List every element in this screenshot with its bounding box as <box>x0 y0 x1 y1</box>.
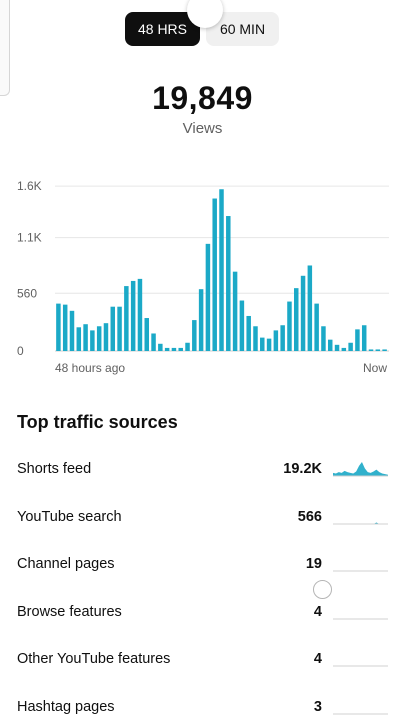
chart-bar <box>266 338 272 351</box>
traffic-source-name: Hashtag pages <box>17 699 115 715</box>
chart-bar <box>355 329 360 351</box>
chart-bar <box>246 315 251 351</box>
chart-bar <box>280 325 285 351</box>
chart-bar <box>361 325 367 351</box>
chart-bar <box>253 326 258 351</box>
chart-bar <box>300 275 306 351</box>
traffic-source-row[interactable]: YouTube search 566 <box>0 503 405 533</box>
chart-bar <box>117 306 122 351</box>
chart-x-labels: 48 hours ago Now <box>55 361 387 375</box>
chart-bar <box>124 286 129 351</box>
traffic-source-row[interactable]: Other YouTube features 4 <box>0 645 405 675</box>
chart-bar <box>375 349 381 351</box>
traffic-source-row[interactable]: Browse features 4 <box>0 598 405 628</box>
chart-bar <box>144 318 149 351</box>
chart-bar <box>96 326 102 351</box>
traffic-sources-title: Top traffic sources <box>17 412 178 432</box>
traffic-source-row[interactable]: Hashtag pages 3 <box>0 693 405 720</box>
x-end-label: Now <box>363 361 387 375</box>
traffic-sparkline <box>333 618 388 620</box>
chart-bar <box>69 310 75 351</box>
chart-bar <box>334 344 340 351</box>
traffic-source-name: Browse features <box>17 603 122 620</box>
sparkline-area <box>333 522 388 524</box>
touch-indicator <box>187 0 223 28</box>
chart-bar <box>212 198 217 351</box>
chart-bar <box>327 339 333 351</box>
traffic-source-name: Shorts feed <box>17 461 92 477</box>
chart-bar <box>368 349 374 351</box>
y-tick-label: 1.6K <box>17 179 42 193</box>
traffic-source-value: 4 <box>313 603 322 620</box>
chart-bar <box>273 330 279 351</box>
chart-bar <box>178 347 183 351</box>
traffic-sparkline <box>333 665 388 667</box>
traffic-source-name: YouTube search <box>17 508 122 525</box>
chart-bar <box>83 324 88 351</box>
traffic-source-name: Channel pages <box>17 556 115 573</box>
traffic-sparkline <box>333 570 388 572</box>
chart-bar <box>151 333 156 351</box>
traffic-source-value: 566 <box>297 508 322 525</box>
chart-bar <box>239 300 245 351</box>
views-count: 19,849 <box>152 80 253 116</box>
chart-bar <box>137 278 143 351</box>
chart-bar <box>307 265 313 351</box>
traffic-source-value: 3 <box>313 699 322 715</box>
chart-bar <box>287 301 292 351</box>
y-tick-label: 560 <box>17 286 37 300</box>
sparkline-area <box>333 462 388 476</box>
traffic-source-value: 4 <box>313 651 322 668</box>
traffic-source-value: 19 <box>305 556 322 573</box>
chart-bar <box>90 330 95 351</box>
chart-bar <box>321 326 326 351</box>
traffic-sparkline <box>333 522 388 525</box>
chart-bar <box>164 347 170 351</box>
views-bar-chart: 1.6K 1.1K 560 0 48 hours ago Now <box>17 179 389 375</box>
chart-bar <box>56 303 61 351</box>
traffic-sparkline <box>333 462 388 477</box>
chart-bar <box>192 320 197 351</box>
touch-ripple <box>313 580 332 599</box>
traffic-source-value: 19.2K <box>283 461 322 477</box>
traffic-sparkline <box>333 713 388 715</box>
chart-bars <box>56 189 387 351</box>
chart-bar <box>62 304 68 351</box>
chart-bar <box>158 343 163 351</box>
traffic-source-row[interactable]: Channel pages 19 <box>0 550 405 580</box>
x-start-label: 48 hours ago <box>55 361 125 375</box>
chart-bar <box>76 327 82 351</box>
chart-bar <box>232 271 238 351</box>
chart-y-ticks: 1.6K 1.1K 560 0 <box>17 179 42 358</box>
chart-bar <box>314 303 319 351</box>
chart-bar <box>294 288 299 351</box>
time-range-toggle: 48 HRS 60 MIN <box>125 12 279 46</box>
chart-bar <box>103 323 109 351</box>
traffic-source-row[interactable]: Shorts feed 19.2K <box>0 455 405 485</box>
chart-bar <box>171 347 177 351</box>
views-label: Views <box>182 120 223 137</box>
chart-bar <box>382 349 387 351</box>
chart-bar <box>110 306 116 351</box>
range-48-hrs-button[interactable]: 48 HRS <box>125 12 200 46</box>
side-panel-edge <box>0 0 10 96</box>
chart-bar <box>219 189 224 351</box>
chart-bar <box>226 216 231 351</box>
chart-bar <box>130 280 136 351</box>
chart-bar <box>260 337 265 351</box>
y-tick-label: 1.1K <box>17 231 42 245</box>
traffic-source-name: Other YouTube features <box>17 651 171 668</box>
y-tick-label: 0 <box>17 344 24 358</box>
chart-bar <box>185 342 190 351</box>
chart-bar <box>348 342 353 351</box>
chart-bar <box>205 243 211 351</box>
chart-bar <box>198 289 204 351</box>
chart-bar <box>341 347 347 351</box>
